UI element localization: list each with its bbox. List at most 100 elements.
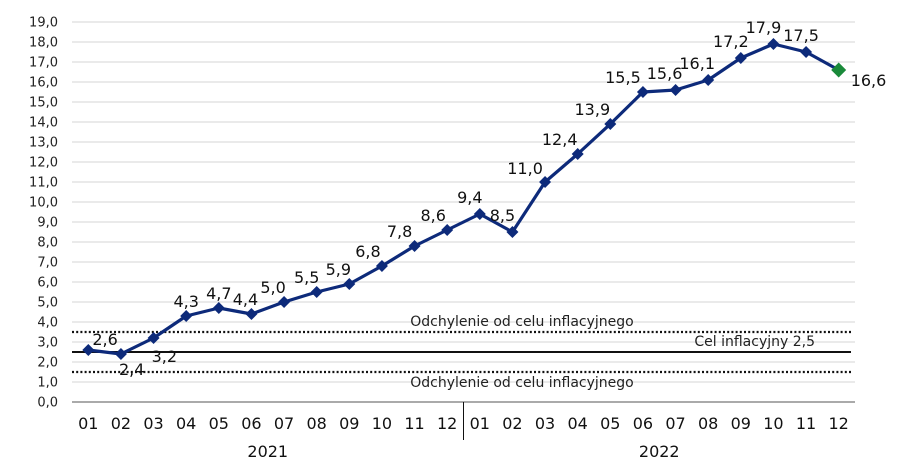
data-point [571,148,584,160]
x-tick-label: 08 [698,414,718,433]
data-label: 8,6 [420,206,445,225]
x-tick-label: 04 [176,414,196,433]
y-tick-label: 14,0 [29,116,58,131]
x-tick-label: 06 [633,414,653,433]
grid-lines [72,21,855,403]
data-label: 9,4 [457,188,482,207]
data-point [734,52,747,64]
x-tick-label: 09 [339,414,359,433]
data-point [767,38,780,50]
data-point [245,308,258,320]
series-line [88,42,840,356]
data-label: 17,9 [746,18,782,37]
data-point [310,286,323,298]
data-point [343,278,356,290]
data-label: 2,6 [92,330,117,349]
x-tick-label: 11 [404,414,424,433]
y-tick-label: 12,0 [29,156,58,171]
data-label: 17,5 [783,26,819,45]
x-axis: 01 02 03 04 05 06 07 08 09 10 11 12 01 02 03 04 05 06 07 08… [72,401,855,461]
data-point [441,224,454,236]
y-tick-label: 5,0 [37,296,58,311]
y-tick-label: 18,0 [29,36,58,51]
reference-line-label: Cel inflacyjny 2,5 [694,334,815,350]
data-label: 5,5 [294,268,319,287]
x-tick-label: 04 [568,414,588,433]
x-tick-label: 01 [78,414,98,433]
x-tick-label: 12 [829,414,849,433]
x-tick-label: 12 [437,414,457,433]
data-label: 16,6 [851,71,887,90]
y-tick-label: 9,0 [37,216,58,231]
x-tick-label: 10 [372,414,392,433]
x-tick-label: 09 [731,414,751,433]
data-point [506,226,519,238]
year-label: 2022 [639,442,680,461]
y-tick-label: 1,0 [37,376,58,391]
y-tick-label: 2,0 [37,356,58,371]
y-tick-label: 10,0 [29,196,58,211]
y-tick-label: 3,0 [37,336,58,351]
y-tick-label: 7,0 [37,256,58,271]
data-label: 4,3 [173,292,198,311]
data-label: 11,0 [507,159,543,178]
x-tick-label: 08 [307,414,327,433]
data-label: 15,5 [605,68,641,87]
reference-lines: Odchylenie od celu inflacyjnego Cel infla… [72,314,851,391]
data-point [669,84,682,96]
x-tick-label: 11 [796,414,816,433]
series-line-path [88,42,840,356]
data-point [114,348,127,360]
x-tick-label: 03 [535,414,555,433]
data-label: 8,5 [490,206,515,225]
data-label: 3,2 [152,347,177,366]
data-point [604,118,617,130]
year-label: 2021 [247,442,288,461]
data-point [539,176,552,188]
data-point [82,344,95,356]
data-point [800,46,813,58]
x-tick-label: 05 [600,414,620,433]
data-point [831,62,847,78]
y-tick-label: 6,0 [37,276,58,291]
data-label: 4,4 [233,290,258,309]
data-label: 6,8 [355,242,380,261]
y-tick-label: 13,0 [29,136,58,151]
data-label: 5,9 [326,260,351,279]
x-tick-label: 06 [241,414,261,433]
data-point [702,74,715,86]
data-label: 12,4 [542,130,578,149]
data-point [636,86,649,98]
y-tick-label: 8,0 [37,236,58,251]
x-tick-label: 03 [143,414,163,433]
data-point [473,208,486,220]
y-tick-label: 11,0 [29,176,58,191]
data-label: 7,8 [387,222,412,241]
data-label: 16,1 [679,54,715,73]
x-tick-label: 02 [502,414,522,433]
data-label: 2,4 [119,360,144,379]
data-labels: 2,62,4 3,2 4,3 4,7 4,45,0 5,5 5,96,8 7,8 8,6 9,4 8… [92,18,886,379]
data-point [180,310,193,322]
data-label: 17,2 [713,32,749,51]
x-tick-label: 01 [470,414,490,433]
x-tick-label: 05 [209,414,229,433]
reference-line-label: Odchylenie od celu inflacyjnego [410,375,634,391]
reference-line-label: Odchylenie od celu inflacyjnego [410,314,634,330]
y-tick-label: 15,0 [29,96,58,111]
data-point [212,302,225,314]
y-tick-label: 17,0 [29,56,58,71]
y-tick-label: 19,0 [29,16,58,31]
data-point [278,296,291,308]
x-tick-label: 07 [665,414,685,433]
data-label: 5,0 [260,278,285,297]
y-tick-label: 4,0 [37,316,58,331]
data-label: 15,6 [647,64,683,83]
data-point [147,332,160,344]
y-tick-label: 0,0 [37,396,58,411]
data-label: 4,7 [206,284,231,303]
x-tick-label: 07 [274,414,294,433]
x-tick-label: 02 [111,414,131,433]
y-axis-ticks: 0,0 1,0 2,0 3,0 4,0 5,0 6,0 7,0 8,0 9,0 10,0 11,0 12… [29,16,58,411]
